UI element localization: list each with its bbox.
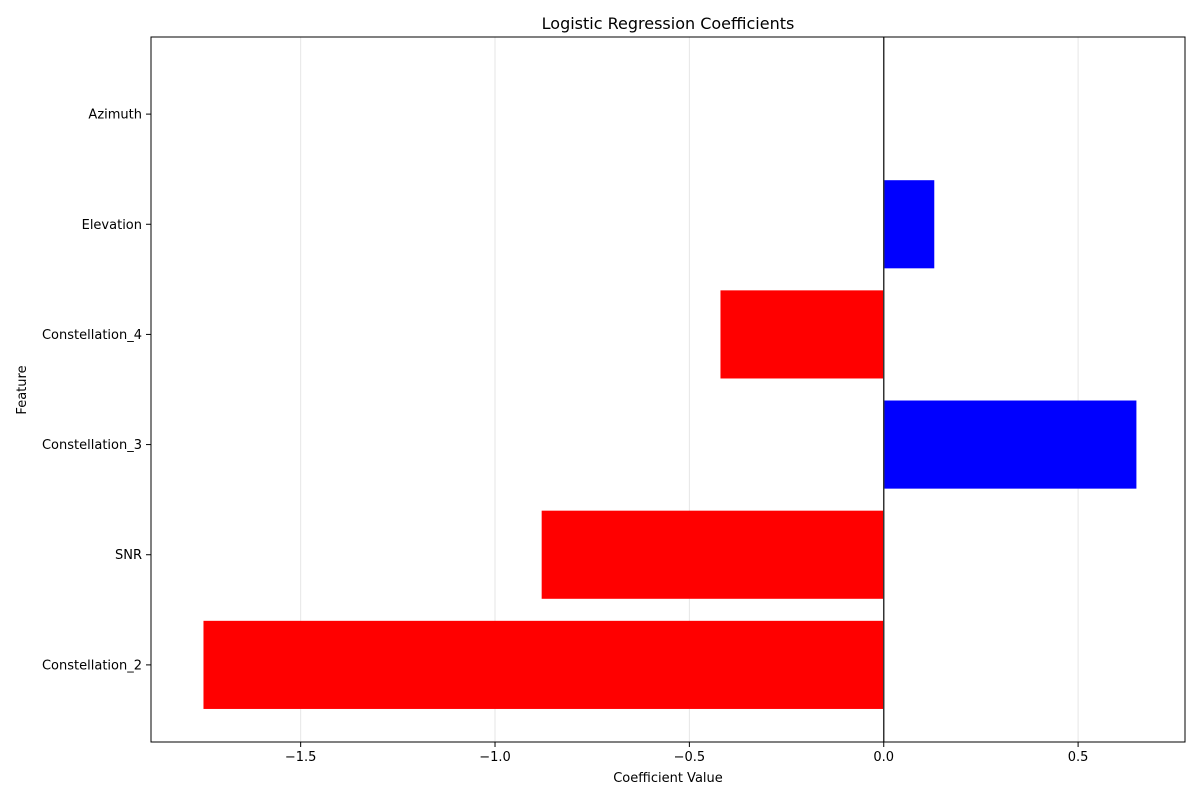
bar-elevation [883, 180, 935, 269]
bar-snr [541, 510, 884, 599]
y-tick-label: Constellation_4 [42, 328, 142, 343]
x-tick-label: 0.5 [1068, 750, 1089, 765]
x-tick-label: −1.5 [285, 750, 317, 765]
x-tick-label: −1.0 [479, 750, 511, 765]
bar-constellation-3 [883, 400, 1137, 489]
x-axis-label: Coefficient Value [613, 771, 723, 786]
y-tick-label: Azimuth [88, 108, 142, 123]
y-tick-label: Constellation_2 [42, 658, 142, 673]
x-tick-label: 0.0 [873, 750, 894, 765]
x-axis-ticks: −1.5 −1.0 −0.5 0.0 0.5 [285, 742, 1089, 765]
bar-constellation-2 [203, 620, 884, 709]
y-axis-label: Feature [15, 365, 30, 414]
plot-frame [150, 36, 1186, 743]
y-axis-ticks: Constellation_2 SNR Constellation_3 Constel… [42, 108, 151, 673]
y-tick-label: Elevation [82, 218, 142, 233]
y-tick-label: SNR [115, 548, 142, 563]
bar-constellation-4 [720, 290, 884, 379]
x-tick-label: −0.5 [674, 750, 706, 765]
chart-title: Logistic Regression Coefficients [542, 14, 795, 33]
bars [203, 180, 1137, 709]
y-tick-label: Constellation_3 [42, 438, 142, 453]
